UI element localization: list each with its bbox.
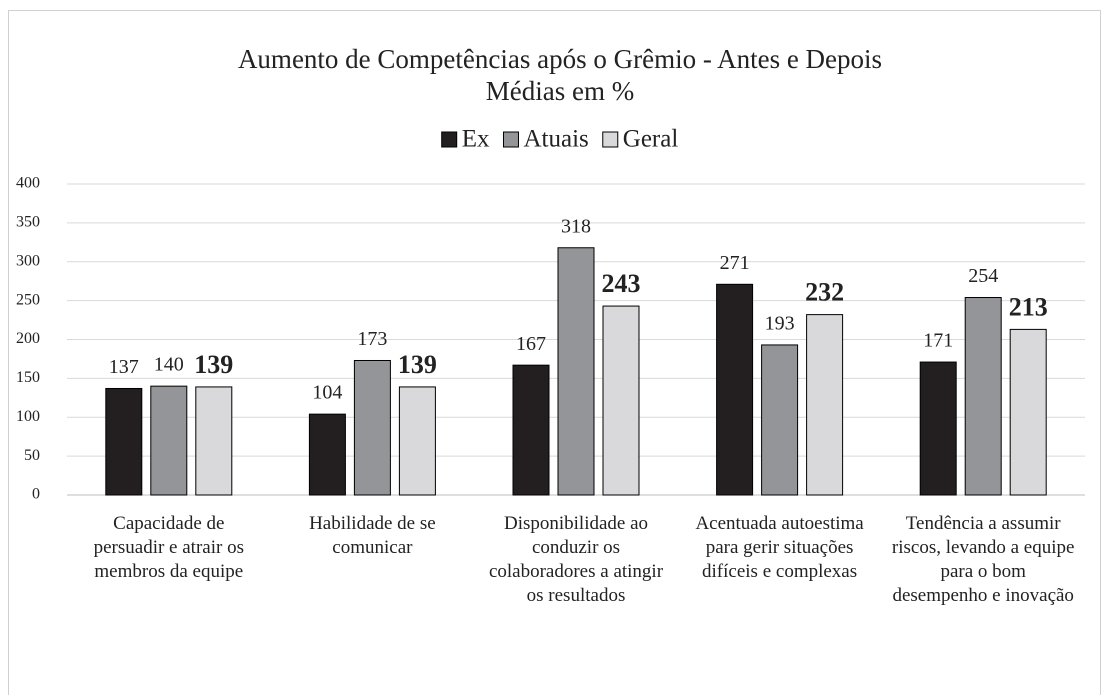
chart-subtitle: Médias em % bbox=[486, 76, 634, 106]
x-tick-label: Habilidade de se comunicar bbox=[309, 513, 436, 558]
chart-title: Aumento de Competências após o Grêmio - … bbox=[238, 44, 882, 74]
bar bbox=[308, 413, 346, 496]
chart-border bbox=[8, 10, 1101, 695]
data-label: 271 bbox=[720, 252, 750, 274]
bar bbox=[919, 361, 957, 496]
bar bbox=[716, 283, 754, 496]
y-tick-label: 250 bbox=[16, 291, 40, 308]
data-label: 139 bbox=[398, 350, 437, 379]
data-label: 104 bbox=[312, 382, 342, 404]
y-tick-label: 150 bbox=[16, 369, 40, 386]
data-label: 173 bbox=[357, 328, 387, 350]
data-label: 213 bbox=[1009, 292, 1048, 321]
bar bbox=[1009, 328, 1047, 496]
x-tick-label: Acentuada autoestima para gerir situações… bbox=[695, 513, 864, 582]
data-label: 254 bbox=[968, 265, 998, 287]
legend-label: Geral bbox=[623, 126, 679, 153]
y-tick-label: 400 bbox=[16, 175, 40, 192]
data-label: 137 bbox=[109, 356, 139, 378]
legend-swatch bbox=[441, 131, 458, 148]
bar bbox=[398, 386, 436, 496]
y-tick-label: 300 bbox=[16, 252, 40, 269]
bar bbox=[761, 344, 799, 496]
x-tick-label: Disponibilidade ao conduzir os colaborador… bbox=[489, 513, 664, 606]
legend-swatch bbox=[602, 131, 619, 148]
bar bbox=[512, 364, 550, 496]
data-label: 171 bbox=[923, 330, 953, 352]
bar bbox=[353, 359, 391, 496]
x-tick-label: Tendência a assumir riscos, levando a equ… bbox=[892, 513, 1075, 606]
y-tick-label: 100 bbox=[16, 408, 40, 425]
data-label: 167 bbox=[516, 333, 546, 355]
y-tick-label: 50 bbox=[24, 447, 40, 464]
y-tick-label: 200 bbox=[16, 330, 40, 347]
bar bbox=[150, 385, 188, 496]
data-label: 140 bbox=[154, 354, 184, 376]
data-label: 232 bbox=[805, 278, 844, 307]
bar bbox=[964, 297, 1002, 496]
y-tick-label: 350 bbox=[16, 214, 40, 231]
legend-label: Ex bbox=[462, 126, 490, 153]
bar bbox=[195, 386, 233, 496]
legend-label: Atuais bbox=[523, 126, 588, 153]
data-label: 139 bbox=[194, 350, 233, 379]
data-label: 243 bbox=[602, 269, 641, 298]
bar bbox=[806, 314, 844, 496]
legend-swatch bbox=[502, 131, 519, 148]
bar bbox=[105, 387, 143, 496]
y-tick-label: 0 bbox=[32, 486, 40, 503]
legend: Ex Atuais Geral bbox=[441, 126, 679, 153]
data-label: 318 bbox=[561, 215, 591, 237]
bar bbox=[602, 305, 640, 496]
bar bbox=[557, 247, 595, 496]
x-tick-label: Capacidade de persuadir e atrair os membro… bbox=[94, 513, 244, 582]
data-label: 193 bbox=[765, 313, 795, 335]
